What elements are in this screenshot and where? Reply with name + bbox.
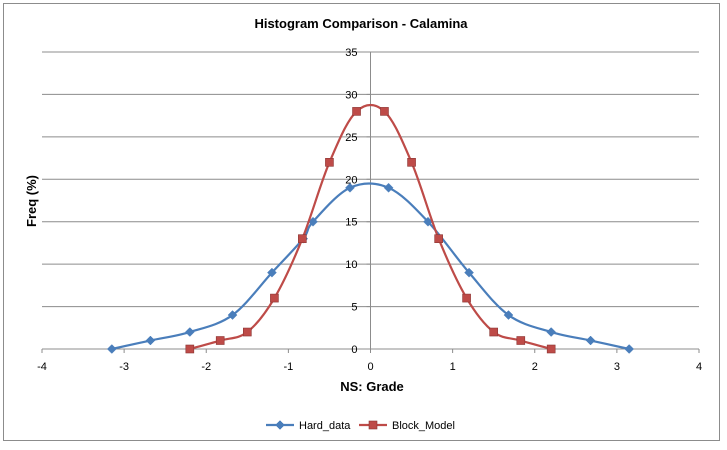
data-point-Block_Model [185, 344, 195, 354]
data-point-Block_Model [546, 344, 556, 354]
data-point-Block_Model [325, 158, 334, 167]
data-point-Block_Model [462, 293, 471, 303]
x-tick-label: 2 [532, 361, 538, 373]
x-tick-label: 4 [696, 361, 702, 373]
data-point-Block_Model [407, 158, 416, 167]
chart-frame: Histogram Comparison - Calamina 0 5 10 15 20… [3, 3, 720, 441]
series-Hard_data [106, 182, 635, 354]
data-point-Hard_data [145, 335, 156, 346]
data-point-Block_Model [215, 336, 225, 345]
data-point-Hard_data [546, 327, 557, 337]
axis-layer [42, 52, 699, 350]
data-point-Block_Model [352, 107, 361, 116]
data-point-Hard_data [464, 267, 474, 278]
data-point-Block_Model [243, 327, 252, 337]
data-point-Hard_data [106, 344, 117, 354]
data-point-Hard_data [383, 182, 394, 193]
legend-label: Block_Model [392, 420, 455, 432]
series-line-Block_Model [189, 103, 552, 351]
data-point-Hard_data [267, 267, 277, 278]
legend-marker [275, 420, 285, 430]
data-point-Block_Model [298, 234, 307, 243]
data-point-Hard_data [503, 310, 514, 320]
data-point-Block_Model [516, 336, 526, 345]
y-axis-label: Freq (%) [24, 175, 39, 227]
data-point-Hard_data [345, 182, 355, 193]
legend: Hard_data Block_Model [266, 420, 455, 432]
y-tick-label: 30 [345, 89, 357, 101]
chart-svg: Histogram Comparison - Calamina 05101520… [24, 16, 702, 432]
y-tick-label: 0 [351, 344, 357, 356]
y-tick-label: 5 [351, 302, 357, 314]
data-point-Block_Model [270, 293, 279, 303]
y-tick-label: 20 [345, 174, 357, 186]
x-tick-label: 1 [450, 361, 456, 373]
series-Block_Model [185, 103, 556, 354]
x-tick-label: -3 [119, 361, 129, 373]
x-tick-label: 3 [614, 361, 620, 373]
data-point-Hard_data [585, 335, 596, 346]
tick-layer: 0 5 10 15 20 25 30 35 -4 -3 -2 -1 0 1 2 3 4 [37, 47, 702, 373]
legend-item-Block_Model: Block_Model [359, 420, 455, 432]
x-tick-label: -2 [201, 361, 211, 373]
x-tick-label: -1 [283, 361, 293, 373]
y-tick-label: 25 [345, 132, 357, 144]
data-point-Block_Model [489, 327, 498, 337]
data-point-Hard_data [227, 310, 238, 320]
data-point-Block_Model [380, 107, 389, 116]
x-axis-label: NS: Grade [340, 379, 404, 394]
chart-title: Histogram Comparison - Calamina [254, 16, 468, 31]
x-tick-label: -4 [37, 361, 47, 373]
x-tick-label: 0 [367, 361, 373, 373]
y-tick-label: 15 [345, 217, 357, 229]
y-tick-label: 35 [345, 47, 357, 59]
series-layer [106, 103, 635, 354]
data-point-Block_Model [434, 234, 443, 243]
legend-label: Hard_data [299, 420, 351, 432]
data-point-Hard_data [624, 344, 635, 354]
legend-item-Hard_data: Hard_data [266, 420, 351, 432]
y-tick-label: 10 [345, 259, 357, 271]
legend-marker [368, 420, 378, 430]
data-point-Hard_data [184, 327, 195, 337]
